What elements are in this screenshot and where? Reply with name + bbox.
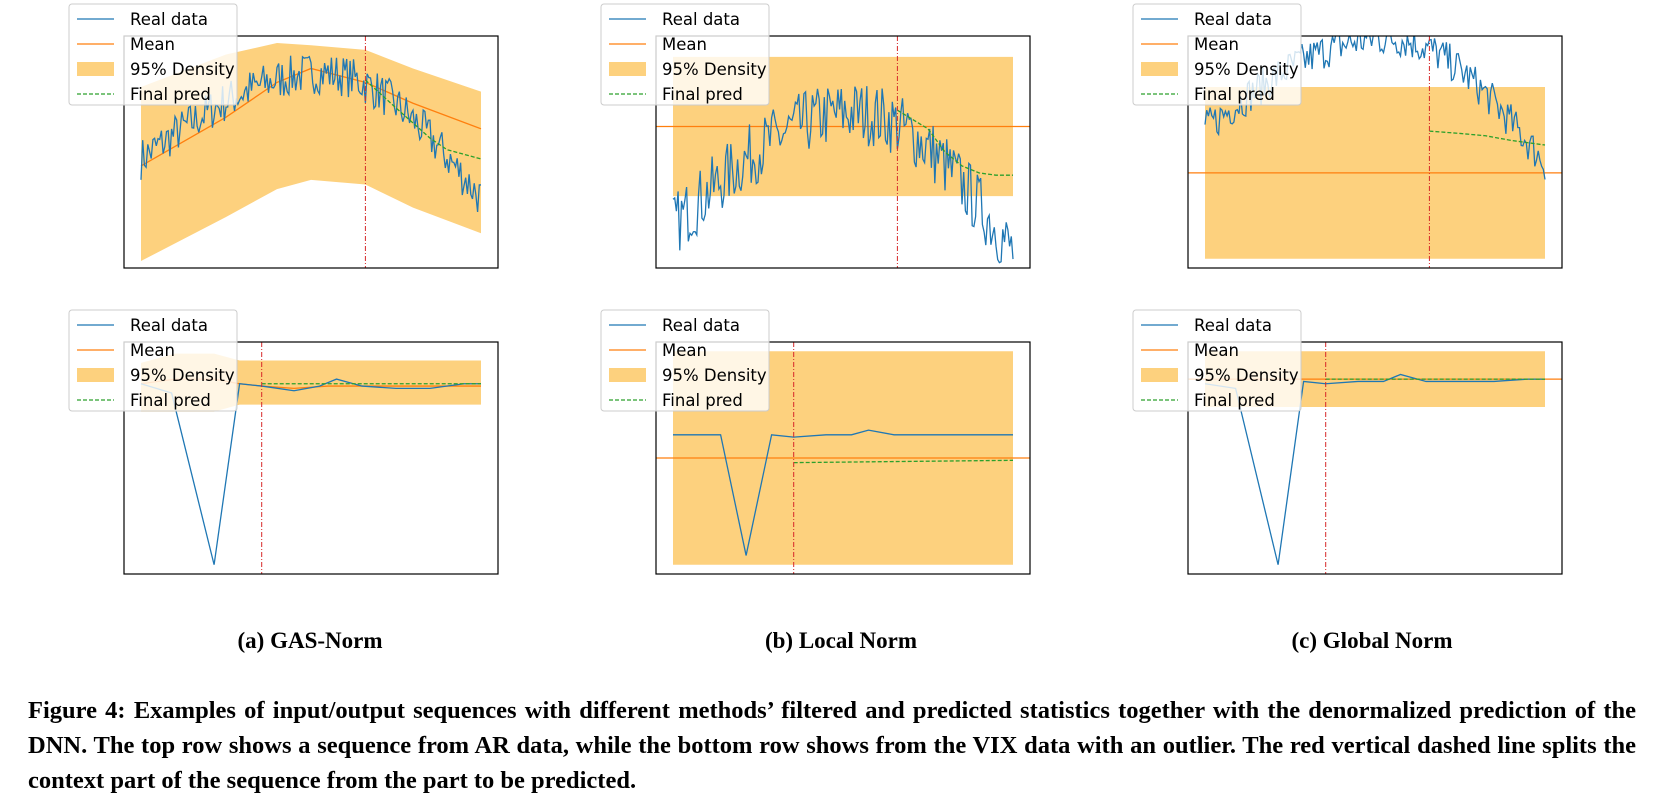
- legend-label-final-pred: Final pred: [130, 85, 211, 104]
- legend-label-mean: Mean: [130, 341, 175, 360]
- real-data-line: [1204, 373, 1545, 565]
- legend-label-density: 95% Density: [130, 60, 235, 79]
- legend-label-real-data: Real data: [130, 10, 208, 29]
- real-data-line: [140, 378, 481, 565]
- axes-frame: [123, 35, 499, 269]
- subcaption-gas-norm: (a) GAS-Norm: [237, 628, 383, 653]
- subcaption-local-norm: (b) Local Norm: [764, 628, 918, 653]
- axes-frame: [1187, 35, 1563, 269]
- legend-key-density: [77, 62, 114, 76]
- legend-label-real-data: Real data: [662, 10, 740, 29]
- legend-label-real-data: Real data: [1194, 10, 1272, 29]
- legend-label-mean: Mean: [662, 341, 707, 360]
- real-data-line: [140, 55, 482, 212]
- legend-key-density: [609, 62, 646, 76]
- legend: Real data Mean 95% Density Final pred: [600, 3, 770, 106]
- legend-label-mean: Mean: [662, 35, 707, 54]
- axes-frame: [123, 341, 499, 575]
- legend-box: [600, 3, 770, 106]
- final-pred-line: [897, 109, 1013, 176]
- panel-bottom-2: Real data Mean 95% Density Final pred: [600, 309, 1031, 575]
- legend-label-final-pred: Final pred: [662, 85, 743, 104]
- figure-caption: Figure 4: Examples of input/output seque…: [28, 693, 1636, 798]
- legend-label-final-pred: Final pred: [130, 391, 211, 410]
- legend-label-real-data: Real data: [130, 316, 208, 335]
- subcaption-global-norm: (c) Global Norm: [1291, 628, 1453, 653]
- real-data-line: [673, 429, 1013, 556]
- legend-box: [1132, 3, 1302, 106]
- legend-box: [68, 3, 238, 106]
- legend-label-density: 95% Density: [662, 60, 767, 79]
- legend-box: [68, 309, 238, 412]
- legend-box: [600, 309, 770, 412]
- panel-top-2: Real data Mean 95% Density Final pred: [600, 3, 1031, 269]
- axes-frame: [655, 341, 1031, 575]
- panel-bottom-3: Real data Mean 95% Density Final pred: [1132, 309, 1563, 575]
- legend-label-density: 95% Density: [662, 366, 767, 385]
- axes-frame: [1187, 341, 1563, 575]
- legend-key-density: [609, 368, 646, 382]
- panel-bottom-1: Real data Mean 95% Density Final pred: [68, 309, 499, 575]
- legend: Real data Mean 95% Density Final pred: [68, 3, 238, 106]
- legend-label-density: 95% Density: [130, 366, 235, 385]
- legend: Real data Mean 95% Density Final pred: [1132, 3, 1302, 106]
- legend-key-density: [1141, 62, 1178, 76]
- panel-top-1: Real data Mean 95% Density Final pred: [68, 3, 499, 269]
- panel-top-3: Real data Mean 95% Density Final pred: [1132, 3, 1563, 269]
- legend-label-real-data: Real data: [1194, 316, 1272, 335]
- legend: Real data Mean 95% Density Final pred: [600, 309, 770, 412]
- legend-label-real-data: Real data: [662, 316, 740, 335]
- final-pred-line: [364, 79, 482, 160]
- final-pred-line: [793, 459, 1014, 464]
- legend-label-mean: Mean: [130, 35, 175, 54]
- legend-key-density: [1141, 368, 1178, 382]
- legend-label-final-pred: Final pred: [1194, 391, 1275, 410]
- axes-frame: [655, 35, 1031, 269]
- legend-box: [1132, 309, 1302, 412]
- legend-label-final-pred: Final pred: [662, 391, 743, 410]
- legend: Real data Mean 95% Density Final pred: [68, 309, 238, 412]
- legend-label-density: 95% Density: [1194, 366, 1299, 385]
- legend-label-final-pred: Final pred: [1194, 85, 1275, 104]
- final-pred-line: [1429, 130, 1546, 146]
- legend-key-density: [77, 368, 114, 382]
- figure-label: Figure 4:: [28, 697, 126, 724]
- figure-caption-text: Examples of input/output sequences with …: [28, 697, 1637, 794]
- legend-label-mean: Mean: [1194, 35, 1239, 54]
- legend-label-density: 95% Density: [1194, 60, 1299, 79]
- legend: Real data Mean 95% Density Final pred: [1132, 309, 1302, 412]
- legend-label-mean: Mean: [1194, 341, 1239, 360]
